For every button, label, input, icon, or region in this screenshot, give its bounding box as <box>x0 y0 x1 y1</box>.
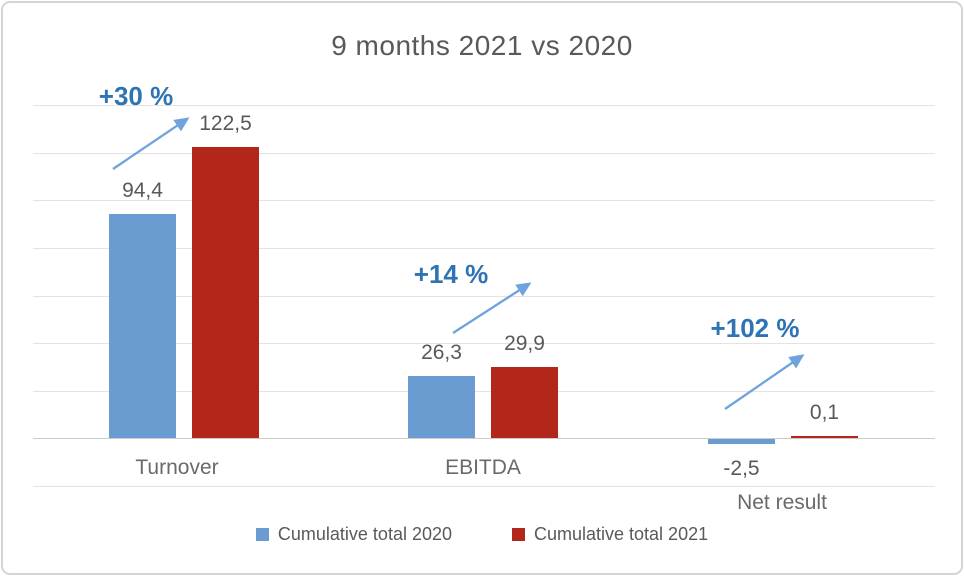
value-label: 94,4 <box>122 178 163 202</box>
gridline <box>33 105 935 106</box>
bar-cumulative-total-2020-ebitda <box>408 375 475 439</box>
gridline <box>33 200 935 202</box>
legend-label-2021: Cumulative total 2021 <box>534 524 709 544</box>
bar-cumulative-total-2020-turnover <box>109 213 176 439</box>
gridline <box>33 486 935 487</box>
bar-cumulative-total-2020-net-result <box>708 438 775 445</box>
legend-swatch-2021-icon <box>512 528 525 541</box>
x-axis-line <box>33 438 935 440</box>
gridline <box>33 390 935 392</box>
percent-annotation-turnover: +30 % <box>98 81 174 111</box>
bar-cumulative-total-2021-net-result <box>791 435 858 439</box>
percent-annotation-net-result: +102 % <box>710 313 800 343</box>
bar-cumulative-total-2021-turnover <box>192 146 259 439</box>
value-label: -2,5 <box>723 457 760 481</box>
category-label-turnover: Turnover <box>135 456 219 479</box>
category-label-net-result: Net result <box>737 491 827 514</box>
value-label: 0,1 <box>809 400 840 424</box>
legend-label-2020: Cumulative total 2020 <box>277 524 452 544</box>
legend-item-2020: Cumulative total 2020 <box>255 524 452 545</box>
chart-legend: Cumulative total 2020 Cumulative total 2… <box>3 524 961 545</box>
chart-title: 9 months 2021 vs 2020 <box>331 30 633 61</box>
percent-annotation-ebitda: +14 % <box>413 259 489 289</box>
gridline <box>33 247 935 249</box>
value-label: 122,5 <box>199 111 252 135</box>
legend-item-2021: Cumulative total 2021 <box>512 524 708 545</box>
gridline <box>33 343 935 345</box>
value-label: 26,3 <box>421 340 462 364</box>
growth-arrow-icon <box>452 282 532 334</box>
value-label: 29,9 <box>504 332 545 356</box>
gridline <box>33 152 935 154</box>
category-label-ebitda: EBITDA <box>445 456 521 479</box>
legend-swatch-2020-icon <box>255 528 269 541</box>
bar-cumulative-total-2021-ebitda <box>491 367 558 439</box>
